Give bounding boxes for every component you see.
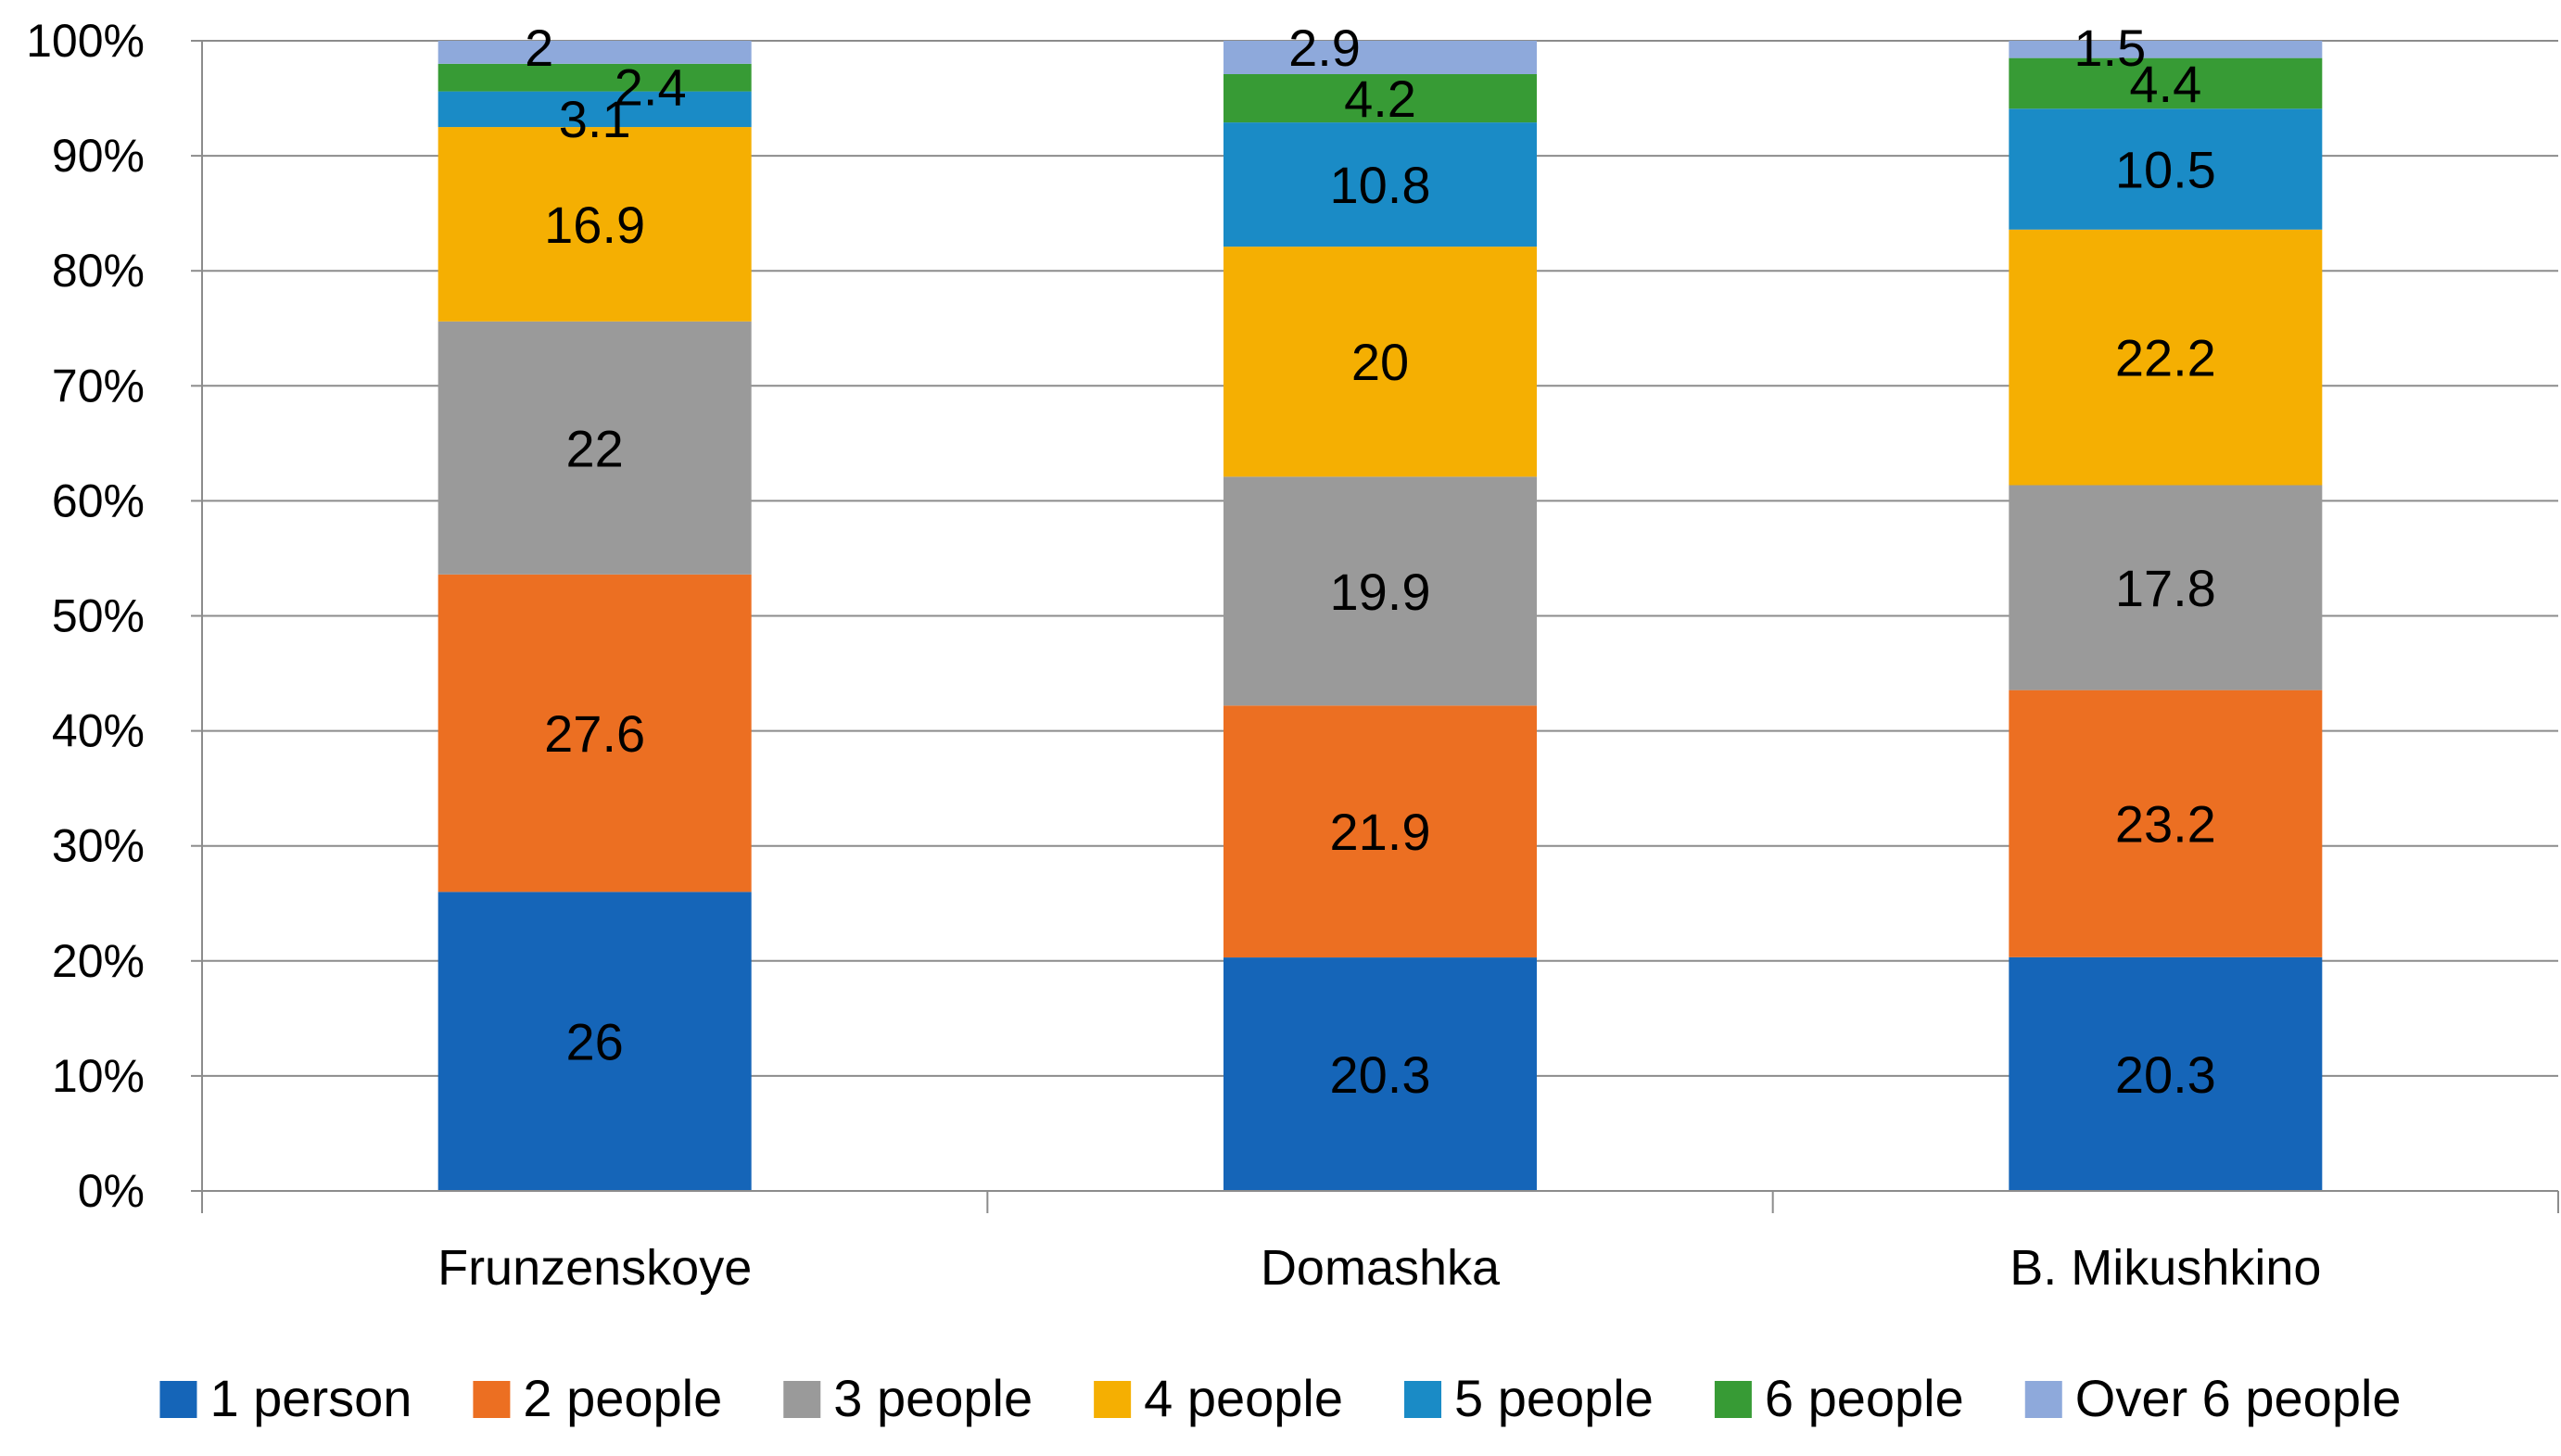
legend: 1 person 2 people 3 people 4 people 5 people… xyxy=(159,1369,2402,1427)
x-category-label: Frunzenskoye xyxy=(437,1240,752,1296)
bar-segment xyxy=(2009,956,2323,1191)
data-label: 19.9 xyxy=(1330,563,1431,621)
bar-segment xyxy=(1223,247,1537,477)
y-tick-label: 30% xyxy=(52,820,145,872)
y-tick-label: 100% xyxy=(26,15,145,67)
bar-segment xyxy=(437,574,752,893)
data-label: 22 xyxy=(566,419,624,477)
data-label: 27.6 xyxy=(544,704,645,763)
y-tick-label: 50% xyxy=(52,590,145,642)
y-tick-label: 10% xyxy=(52,1050,145,1102)
data-label: 22.2 xyxy=(2115,329,2216,387)
legend-label: 6 people xyxy=(1765,1369,1964,1427)
data-label: 4.2 xyxy=(1344,70,1416,128)
bar-segment xyxy=(2009,229,2323,486)
data-label: 20 xyxy=(1351,333,1409,391)
y-tick-label: 20% xyxy=(52,935,145,987)
bar-segment xyxy=(437,127,752,322)
legend-swatch xyxy=(1714,1381,1752,1418)
data-label: 10.5 xyxy=(2115,141,2216,199)
y-tick-label: 60% xyxy=(52,475,145,526)
legend-label: Over 6 people xyxy=(2075,1369,2402,1427)
bar-segment xyxy=(1223,476,1537,706)
bar-segment xyxy=(437,63,752,92)
y-axis-ticks: 0% 10% 20% 30% 40% 50% 60% 70% 80% 90% 100% xyxy=(26,15,145,1217)
bar-segment xyxy=(437,321,752,575)
x-category-label: B. Mikushkino xyxy=(2009,1240,2321,1296)
y-tick-label: 40% xyxy=(52,705,145,757)
data-label: 23.2 xyxy=(2115,795,2216,854)
y-tick-label: 80% xyxy=(52,245,145,297)
bars xyxy=(437,41,2323,1191)
bar-segment xyxy=(2009,108,2323,230)
legend-swatch xyxy=(473,1381,511,1418)
data-label: 20.3 xyxy=(2115,1045,2216,1104)
bar-segment xyxy=(1223,705,1537,958)
legend-label: 5 people xyxy=(1454,1369,1654,1427)
legend-swatch xyxy=(2024,1381,2062,1418)
data-label: 21.9 xyxy=(1330,803,1431,861)
legend-swatch xyxy=(783,1381,821,1418)
data-label: 4.4 xyxy=(2129,55,2201,113)
data-labels: 26 27.6 22 16.9 3.12.4 2 20.3 21.9 19.9 20 10.8 4.2… xyxy=(525,19,2216,1104)
bar-segment xyxy=(1223,41,1537,74)
data-label: 1.5 xyxy=(2073,19,2146,77)
bar-segment xyxy=(1223,122,1537,247)
data-label: 10.8 xyxy=(1330,156,1431,214)
bar-segment xyxy=(1223,957,1537,1191)
x-category-label: Domashka xyxy=(1261,1240,1501,1296)
data-label: 17.8 xyxy=(2115,559,2216,617)
data-label: 16.9 xyxy=(544,196,645,254)
legend-swatch xyxy=(1094,1381,1132,1418)
data-label: 26 xyxy=(566,1013,624,1071)
legend-swatch xyxy=(1404,1381,1442,1418)
bar-segment xyxy=(437,91,752,128)
y-tick-label: 90% xyxy=(52,130,145,182)
y-tick-label: 70% xyxy=(52,360,145,411)
bar-segment xyxy=(2009,485,2323,690)
legend-label: 2 people xyxy=(523,1369,722,1427)
data-label: 3.1 xyxy=(559,90,631,148)
y-tick-label: 0% xyxy=(78,1165,145,1217)
bar-segment xyxy=(437,892,752,1191)
bar-segment xyxy=(1223,73,1537,123)
bar-segment xyxy=(2009,57,2323,109)
bar-segment xyxy=(437,41,752,64)
legend-label: 3 people xyxy=(833,1369,1033,1427)
data-label: 2 xyxy=(525,19,553,77)
x-axis-categories: Frunzenskoye Domashka B. Mikushkino xyxy=(437,1240,2321,1296)
legend-label: 1 person xyxy=(209,1369,412,1427)
data-label: 20.3 xyxy=(1330,1045,1431,1104)
legend-swatch xyxy=(159,1381,197,1418)
data-label: 2.4 xyxy=(615,58,687,117)
legend-label: 4 people xyxy=(1144,1369,1343,1427)
bar-segment xyxy=(2009,41,2323,58)
bar-segment xyxy=(2009,690,2323,957)
data-label: 2.9 xyxy=(1288,19,1361,77)
axes xyxy=(191,40,2559,1213)
